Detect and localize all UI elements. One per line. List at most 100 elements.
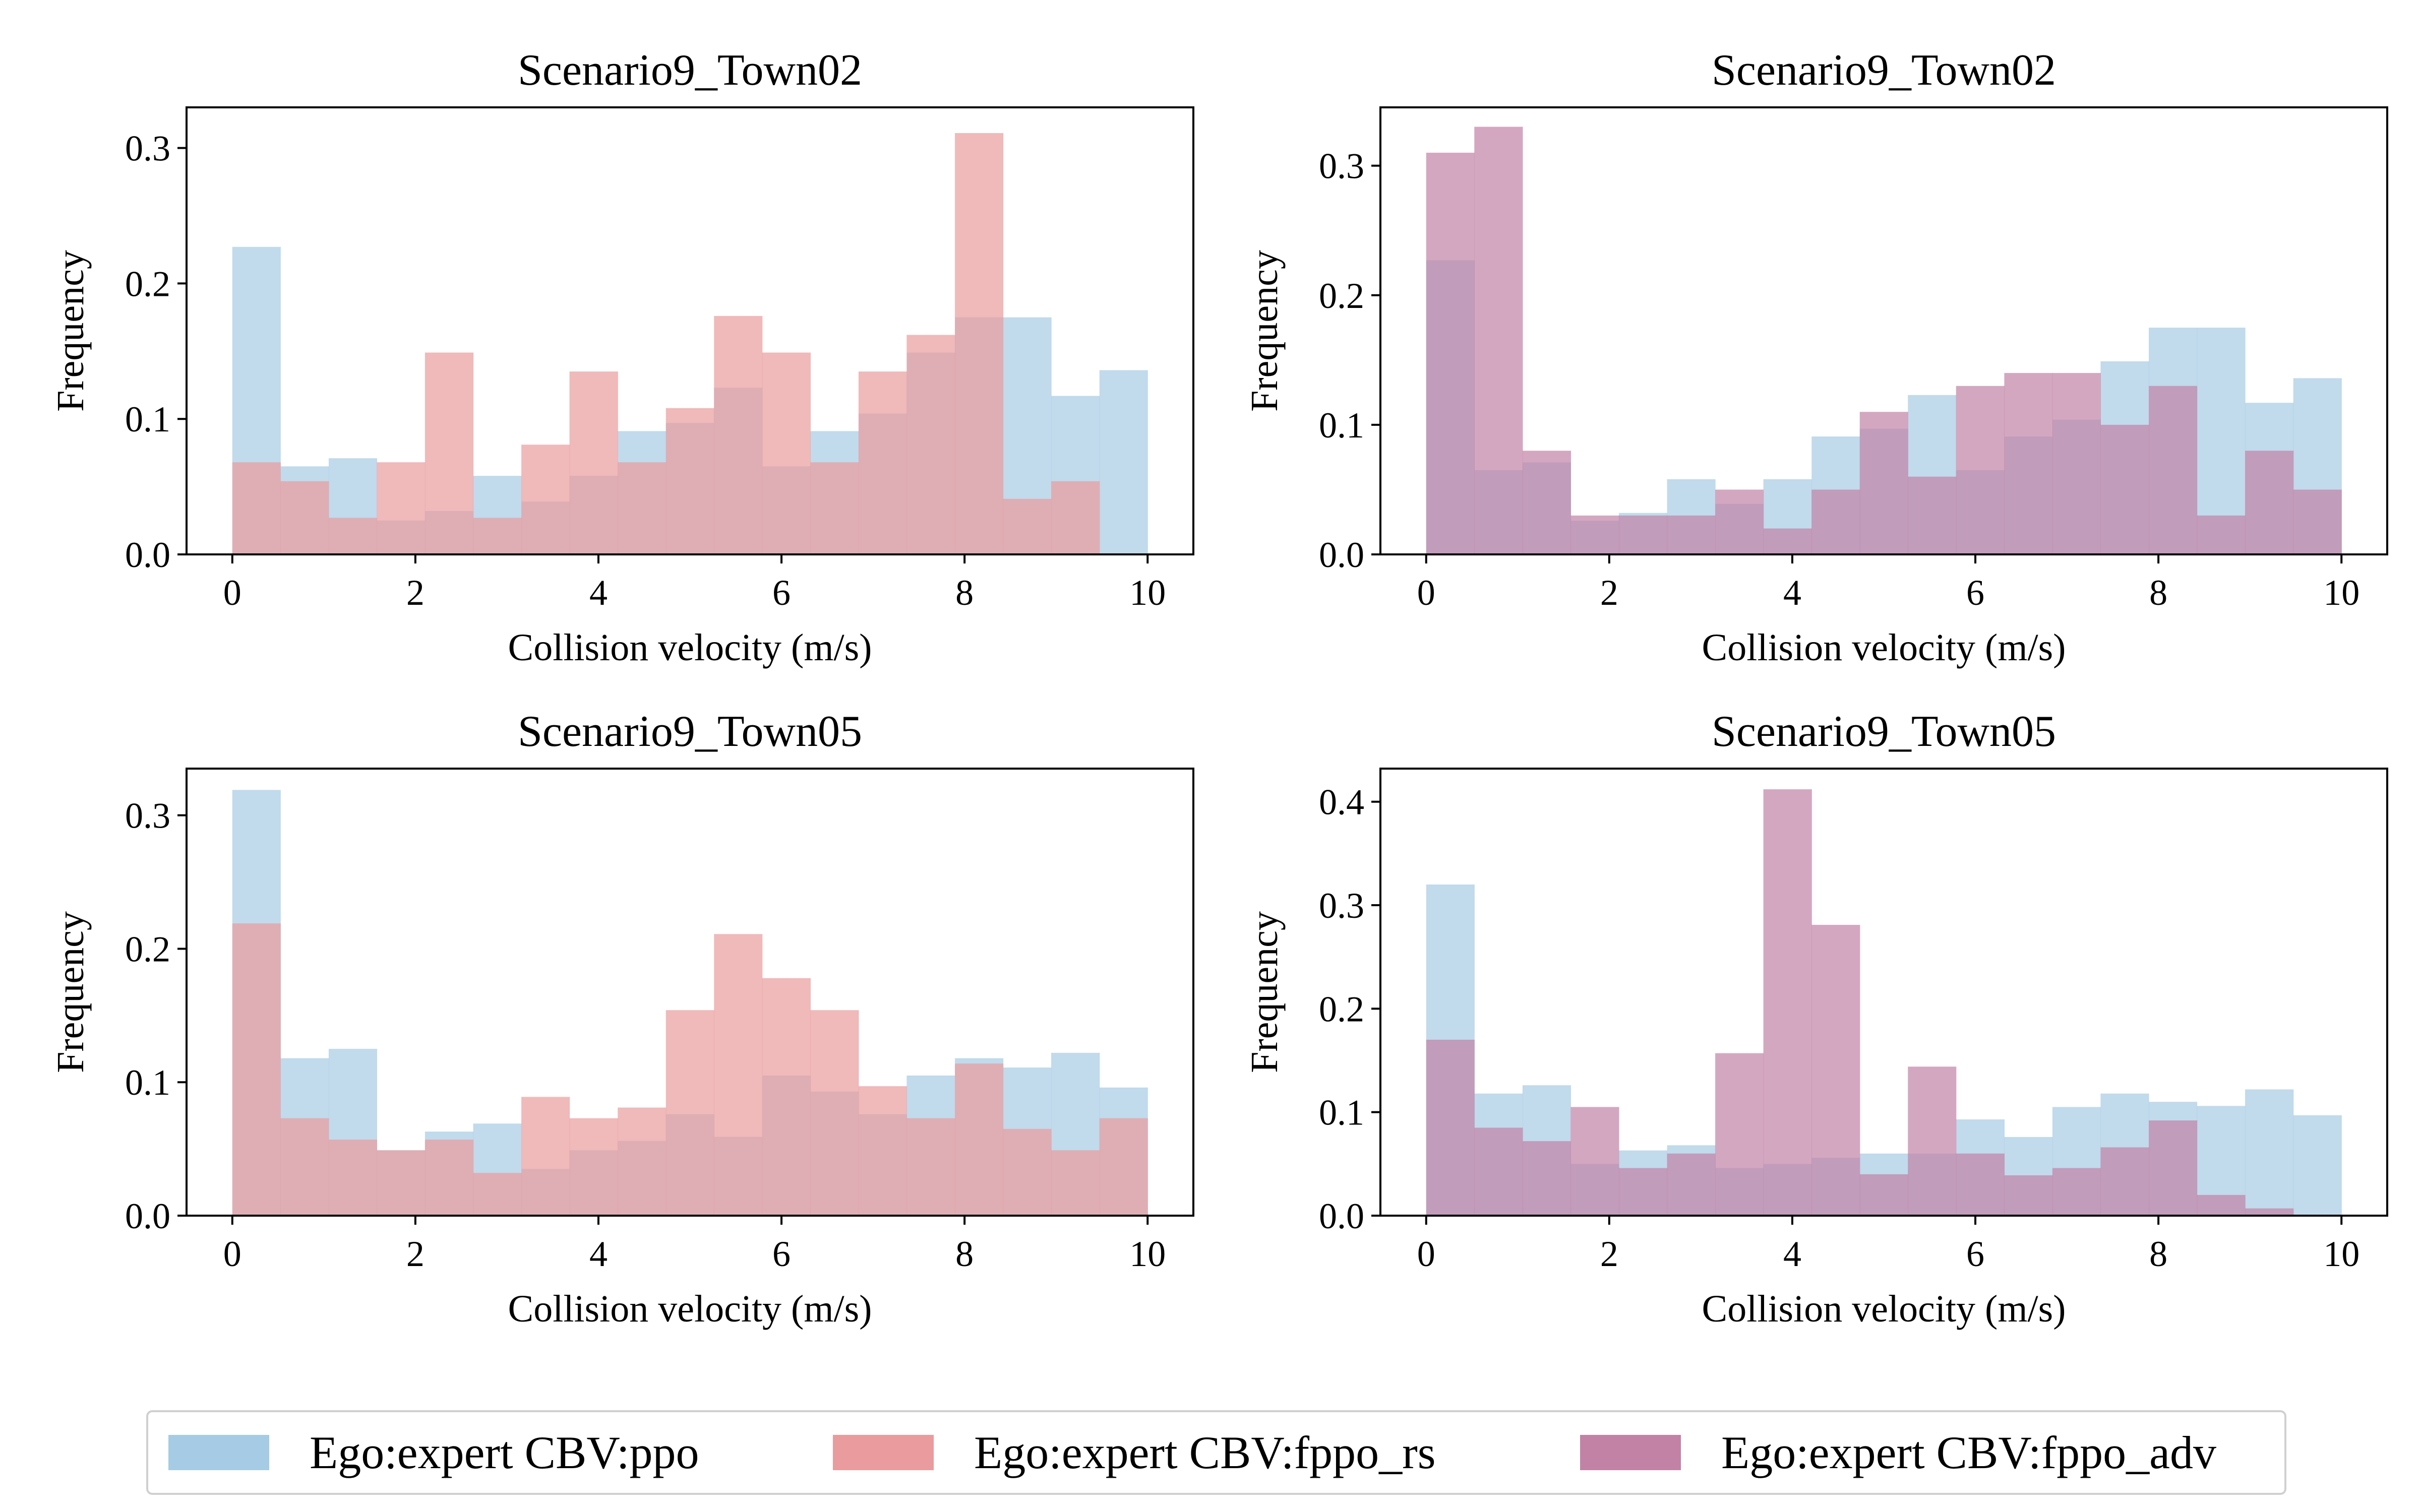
y-tick-label: 0.0 (125, 1196, 170, 1236)
histogram-bar (377, 462, 426, 554)
histogram-bar (810, 462, 859, 554)
x-tick-label: 4 (1783, 573, 1801, 613)
histogram-bar (762, 978, 811, 1216)
histogram-bar (1051, 1150, 1100, 1216)
histogram-bar (2149, 1120, 2198, 1216)
x-axis-label: Collision velocity (m/s) (1702, 1288, 2066, 1330)
legend-item-ppo: Ego:expert CBV:ppo (168, 1412, 699, 1493)
x-tick-label: 4 (589, 573, 608, 613)
x-tick-label: 10 (2323, 573, 2360, 613)
y-tick-label: 0.1 (125, 399, 170, 439)
histogram-bar (2100, 1147, 2149, 1216)
histogram-bar (1051, 481, 1100, 554)
axes-frame (186, 106, 1194, 555)
histogram-bar (328, 1140, 378, 1216)
histogram-bar (1859, 1174, 1908, 1216)
subplot-title: Scenario9_Town02 (1712, 46, 2056, 95)
histogram-bar (1618, 1168, 1668, 1216)
histogram-bar (1474, 127, 1523, 555)
histogram-bar (1859, 412, 1908, 554)
subplot-3: 0 2 4 6 8 10 0.0 0.1 0.2 0.3 Scenario9_Town05 Colli… (49, 707, 1194, 1330)
y-tick-label: 0.0 (125, 535, 170, 575)
subplot-2: 0 2 4 6 8 10 0.0 0.1 0.2 0.3 Scenario9_Town02 Colli… (1243, 46, 2388, 669)
histogram-bar (906, 1118, 955, 1216)
histogram-bar (425, 1140, 474, 1216)
subplot-title: Scenario9_Town05 (1712, 707, 2056, 756)
histogram-bar (2004, 373, 2053, 554)
legend-item-fppo-adv: Ego:expert CBV:fppo_adv (1580, 1412, 2216, 1493)
histogram-bar (1763, 528, 1812, 554)
y-axis-label: Frequency (1243, 250, 1286, 412)
histogram-bar (1908, 476, 1957, 554)
x-tick-label: 2 (406, 1234, 425, 1274)
y-tick-label: 0.2 (1319, 989, 1364, 1029)
histogram-bar (2149, 386, 2198, 554)
histogram-bar (906, 335, 955, 554)
subplot-4: 0 2 4 6 8 10 0.0 0.1 0.2 0.3 0.4 Scenario9_Town05 Co… (1243, 707, 2388, 1330)
x-tick-label: 6 (772, 1234, 791, 1274)
legend-item-fppo-rs: Ego:expert CBV:fppo_rs (833, 1412, 1436, 1493)
histogram-bar (2052, 373, 2101, 554)
x-tick-label: 0 (1417, 1234, 1435, 1274)
series-2 (232, 923, 1148, 1216)
x-axis-label: Collision velocity (m/s) (508, 626, 872, 669)
histogram-bar (377, 1150, 426, 1216)
histogram-bar (858, 1086, 907, 1216)
y-tick-label: 0.3 (1319, 886, 1364, 926)
legend-label-fppo-adv: Ego:expert CBV:fppo_adv (1721, 1427, 2216, 1478)
histogram-bar (2197, 515, 2246, 554)
histogram-bar (1618, 515, 1668, 554)
histogram-bar (1099, 1118, 1148, 1216)
x-axis-label: Collision velocity (m/s) (508, 1288, 872, 1330)
histogram-bar (2245, 451, 2294, 554)
histogram-bar (473, 1173, 522, 1216)
x-tick-label: 8 (2149, 573, 2167, 613)
y-tick-label: 0.3 (125, 129, 170, 169)
histogram-bar (1099, 370, 1148, 554)
histogram-bar (2100, 424, 2149, 554)
y-axis-label: Frequency (49, 911, 92, 1073)
histogram-bar (1667, 1153, 1716, 1216)
histogram-bar (1426, 1039, 1475, 1216)
histogram-bar (1956, 1153, 2005, 1216)
x-tick-label: 0 (223, 1234, 241, 1274)
legend: Ego:expert CBV:ppo Ego:expert CBV:fppo_r… (146, 1410, 2286, 1495)
histogram-bar (1667, 515, 1716, 554)
y-tick-label: 0.2 (125, 264, 170, 304)
x-tick-label: 4 (589, 1234, 608, 1274)
x-tick-label: 8 (955, 573, 974, 613)
x-tick-label: 4 (1783, 1234, 1801, 1274)
histogram-bar (1908, 1066, 1957, 1216)
histogram-bar (1522, 451, 1571, 554)
x-axis-label: Collision velocity (m/s) (1702, 626, 2066, 669)
histogram-bar (1811, 489, 1860, 554)
histogram-bar (1763, 789, 1812, 1216)
legend-swatch-ppo (168, 1435, 269, 1470)
histogram-bar (328, 518, 378, 554)
y-tick-label: 0.2 (1319, 276, 1364, 316)
histogram-bar (521, 445, 570, 554)
histogram-bar (955, 133, 1004, 554)
y-tick-label: 0.3 (125, 796, 170, 836)
y-tick-label: 0.3 (1319, 146, 1364, 186)
histogram-bar (1570, 515, 1619, 554)
histogram-bar (425, 352, 474, 554)
axes-frame (1379, 768, 2388, 1217)
histogram-bar (762, 352, 811, 554)
series-2 (232, 133, 1100, 554)
axes-frame (186, 768, 1194, 1217)
x-tick-label: 6 (1966, 573, 1984, 613)
histogram-bar (714, 316, 763, 554)
histogram-bar (232, 923, 281, 1216)
histogram-bar (280, 1118, 329, 1216)
y-axis-label: Frequency (1243, 911, 1286, 1073)
x-tick-label: 0 (223, 573, 241, 613)
series-2 (1426, 789, 2294, 1216)
y-tick-label: 0.1 (125, 1062, 170, 1103)
histogram-bar (1522, 1141, 1571, 1216)
histogram-bar (280, 481, 329, 554)
histogram-bar (955, 1063, 1004, 1216)
x-tick-label: 2 (1600, 573, 1618, 613)
histogram-bar (569, 1118, 618, 1216)
histogram-bar (1003, 1128, 1052, 1216)
